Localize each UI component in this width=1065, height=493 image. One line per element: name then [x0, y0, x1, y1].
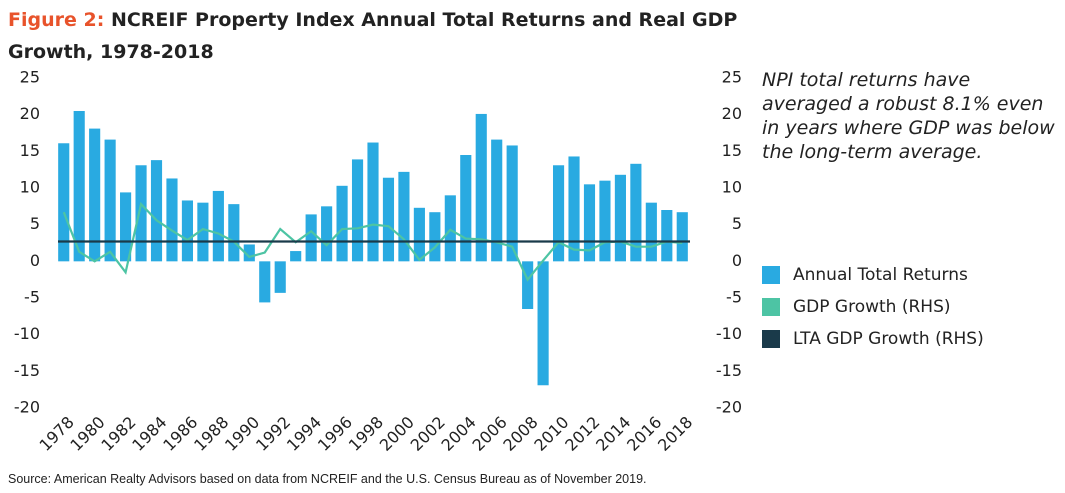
- bar: [568, 156, 580, 262]
- bar: [243, 244, 255, 262]
- bar: [444, 195, 456, 262]
- y2-tick-label: 15: [722, 141, 742, 160]
- bar: [135, 165, 147, 262]
- x-tick-label: 2008: [499, 413, 541, 455]
- bar: [506, 145, 518, 262]
- x-tick-label: 2002: [407, 413, 449, 455]
- bar: [583, 184, 596, 262]
- bar: [89, 128, 101, 262]
- y2-tick-label: -5: [726, 288, 742, 307]
- bar: [166, 178, 178, 262]
- y-tick-label: -5: [24, 288, 40, 307]
- x-tick-label: 2018: [654, 413, 696, 455]
- y2-tick-label: 0: [732, 251, 742, 270]
- gdp-line: [62, 201, 683, 282]
- bar: [104, 139, 116, 262]
- x-tick-label: 1986: [159, 413, 201, 455]
- bar: [197, 202, 209, 262]
- legend-swatch: [762, 298, 780, 316]
- bar: [181, 200, 194, 262]
- bar: [228, 204, 240, 262]
- bar: [661, 210, 673, 262]
- bar: [336, 185, 348, 262]
- bar: [58, 143, 70, 262]
- y2-tick-label: -20: [716, 398, 742, 417]
- bar: [382, 177, 395, 262]
- x-tick-label: 2006: [468, 413, 510, 455]
- legend-swatch: [762, 266, 780, 284]
- source: Source: American Realty Advisors based o…: [8, 472, 647, 486]
- x-tick-label: 1990: [221, 413, 263, 455]
- bar: [429, 212, 441, 262]
- y-tick-label: 15: [20, 141, 40, 160]
- y-tick-label: -20: [14, 398, 40, 417]
- y-tick-label: -15: [14, 361, 40, 380]
- bar: [645, 202, 657, 262]
- legend-label: GDP Growth (RHS): [793, 297, 951, 317]
- y-tick-label: 10: [20, 178, 40, 197]
- bar: [150, 160, 163, 262]
- chart-title: Figure 2: NCREIF Property Index Annual T…: [8, 4, 748, 68]
- x-tick-label: 1982: [97, 413, 139, 455]
- x-tick-label: 2016: [623, 413, 665, 455]
- bar: [290, 251, 302, 262]
- y-tick-label: 25: [20, 68, 40, 87]
- bar: [413, 207, 425, 262]
- y-tick-label: 0: [30, 251, 40, 270]
- x-tick-label: 1994: [283, 413, 325, 455]
- y2-tick-label: -10: [716, 324, 742, 343]
- bar: [614, 174, 626, 262]
- bar: [274, 261, 286, 293]
- chart: -20 -15 -10 -5 0 5 10 15 20 25 -20 -15 -10 -5 0 5 10 15 20…: [14, 68, 984, 455]
- annotation: NPI total returns have averaged a robust…: [762, 69, 1055, 163]
- x-tick-label: 2004: [438, 413, 480, 455]
- bar: [599, 180, 611, 262]
- bar: [73, 111, 85, 262]
- bar: [552, 165, 565, 262]
- y2-tick-label: 25: [722, 68, 742, 87]
- legend-label: LTA GDP Growth (RHS): [793, 329, 984, 349]
- x-tick-label: 1992: [252, 413, 294, 455]
- x-tick-label: 1978: [36, 413, 78, 455]
- bar: [460, 155, 472, 262]
- y2-tick-label: 5: [732, 214, 742, 233]
- bar: [475, 113, 487, 262]
- bar: [120, 192, 132, 262]
- bar: [305, 214, 317, 262]
- bar: [259, 261, 271, 303]
- x-tick-label: 2014: [592, 413, 634, 455]
- bar: [630, 163, 642, 262]
- bar: [212, 190, 224, 262]
- x-tick-label: 1998: [345, 413, 387, 455]
- y2-tick-label: -15: [716, 361, 742, 380]
- bar: [351, 159, 364, 262]
- bar: [398, 171, 410, 262]
- y-tick-label: -10: [14, 324, 40, 343]
- x-tick-label: 1996: [314, 413, 356, 455]
- y-tick-label: 20: [20, 104, 40, 123]
- y2-tick-label: 20: [722, 104, 742, 123]
- x-tick-label: 1984: [128, 413, 170, 455]
- y2-tick-label: 10: [722, 178, 742, 197]
- bar: [491, 139, 503, 262]
- bar: [321, 206, 333, 262]
- x-tick-label: 1980: [66, 413, 108, 455]
- y-tick-label: 5: [30, 214, 40, 233]
- bar: [676, 212, 688, 262]
- title-text: NCREIF Property Index Annual Total Retur…: [8, 9, 738, 63]
- bar: [537, 261, 549, 386]
- legend-label: Annual Total Returns: [793, 265, 968, 285]
- x-tick-label: 2012: [561, 413, 603, 455]
- figure-label: Figure 2:: [8, 9, 105, 31]
- bar: [367, 142, 379, 262]
- bar: [522, 261, 534, 309]
- legend-swatch: [762, 330, 780, 348]
- x-tick-label: 1988: [190, 413, 232, 455]
- x-tick-label: 2010: [530, 413, 572, 455]
- x-tick-label: 2000: [376, 413, 418, 455]
